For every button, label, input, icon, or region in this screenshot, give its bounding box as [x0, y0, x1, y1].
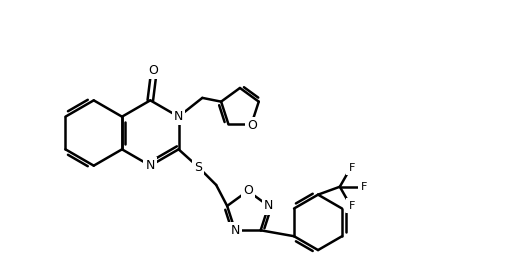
Text: O: O: [148, 64, 158, 77]
Text: F: F: [361, 182, 367, 192]
Text: N: N: [264, 199, 274, 213]
Text: F: F: [349, 201, 355, 211]
Text: O: O: [243, 184, 253, 197]
Text: O: O: [248, 119, 257, 132]
Text: N: N: [231, 224, 240, 237]
Text: F: F: [349, 163, 355, 173]
Text: N: N: [174, 110, 183, 123]
Text: S: S: [194, 161, 203, 174]
Text: N: N: [146, 159, 155, 172]
